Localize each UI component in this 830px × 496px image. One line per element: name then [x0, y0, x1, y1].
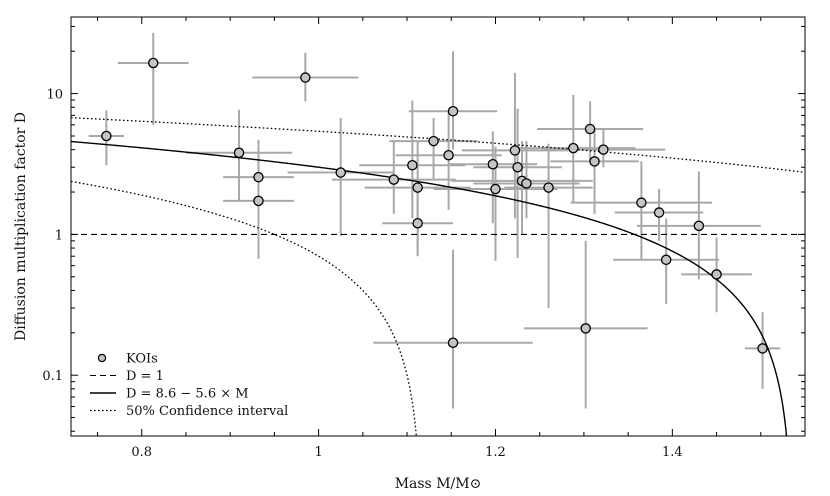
- koi-point: [693, 220, 705, 232]
- koi-point: [584, 123, 596, 135]
- koi-point: [412, 218, 423, 229]
- legend-label: D = 1: [126, 369, 164, 384]
- legend-label: KOIs: [126, 352, 158, 367]
- x-tick-label: 0.8: [131, 445, 152, 460]
- koi-point: [147, 57, 159, 69]
- koi-point: [443, 149, 454, 161]
- plot-frame: [70, 16, 806, 437]
- x-tick-label: 1.2: [485, 445, 506, 460]
- fit-line: [71, 140, 788, 436]
- koi-point: [253, 195, 264, 207]
- reference-curves: [71, 117, 805, 436]
- koi-point: [521, 178, 532, 189]
- legend-label: 50% Confidence interval: [126, 404, 288, 419]
- data-points: [101, 57, 768, 354]
- koi-point: [447, 337, 459, 349]
- axis-ticks: [71, 17, 805, 436]
- koi-point: [335, 167, 346, 178]
- confidence-interval-line: [71, 117, 805, 173]
- koi-point: [653, 207, 665, 218]
- koi-point: [487, 158, 499, 170]
- koi-point: [300, 72, 311, 83]
- x-axis-label: Mass M/M⊙: [395, 476, 482, 492]
- koi-point: [388, 174, 400, 185]
- koi-point: [711, 269, 722, 280]
- koi-point: [580, 323, 591, 334]
- koi-point: [412, 182, 423, 193]
- koi-point: [543, 182, 554, 193]
- error-bars: [88, 32, 781, 409]
- koi-point: [509, 145, 521, 156]
- koi-point: [589, 156, 600, 167]
- koi-point: [233, 147, 245, 159]
- koi-point: [490, 183, 501, 195]
- tick-labels: 0.8 1 1.2 1.4 0.1 1 10: [42, 88, 682, 460]
- koi-point: [660, 254, 672, 266]
- y-tick-label: 10: [46, 88, 63, 103]
- koi-point: [568, 142, 579, 154]
- y-tick-label: 1: [55, 228, 63, 243]
- legend: KOIs D = 1 D = 8.6 − 5.6 × M 50% Confidence…: [90, 352, 288, 419]
- y-axis-label: Diffusion multiplication factor D: [13, 112, 29, 341]
- koi-point: [757, 343, 768, 354]
- y-tick-label: 0.1: [42, 369, 63, 384]
- legend-label: D = 8.6 − 5.6 × M: [126, 387, 249, 402]
- legend-marker-kois: [97, 353, 107, 363]
- koi-point: [636, 197, 647, 208]
- koi-point: [407, 159, 418, 171]
- koi-point: [101, 130, 112, 142]
- koi-point: [428, 135, 439, 147]
- koi-point: [447, 105, 459, 117]
- koi-point: [512, 161, 523, 173]
- x-tick-label: 1: [314, 445, 322, 460]
- x-tick-label: 1.4: [662, 445, 683, 460]
- confidence-interval-line: [71, 180, 417, 436]
- koi-point: [253, 171, 264, 183]
- koi-point: [598, 144, 609, 155]
